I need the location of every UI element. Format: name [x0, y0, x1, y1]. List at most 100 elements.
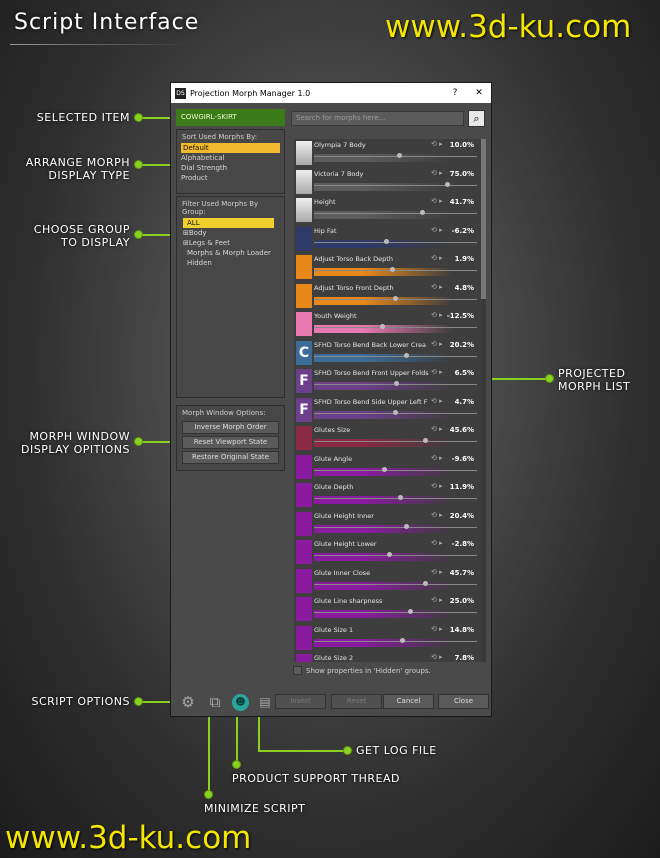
restore-original-button[interactable]: Restore Original State [182, 451, 279, 464]
morph-row[interactable]: Adjust Torso Back Depth ⟲ ▸ 1.9% [294, 253, 481, 282]
slider-knob[interactable] [384, 238, 390, 244]
close-window-button[interactable]: ✕ [475, 88, 483, 98]
support-thread-icon[interactable]: ☻ [232, 694, 249, 711]
morph-reset-icon[interactable]: ⟲ ▸ [431, 653, 443, 661]
tree-item-all[interactable]: ALL [183, 218, 274, 228]
reset-viewport-button[interactable]: Reset Viewport State [182, 436, 279, 449]
sort-option-alphabetical[interactable]: Alphabetical [181, 154, 225, 162]
morph-row[interactable]: Glute Height Lower ⟲ ▸ -2.8% [294, 538, 481, 567]
morph-row[interactable]: Glute Angle ⟲ ▸ -9.6% [294, 453, 481, 482]
morph-reset-icon[interactable]: ⟲ ▸ [431, 225, 443, 234]
help-button[interactable]: ? [452, 88, 458, 98]
morph-row[interactable]: Adjust Torso Front Depth ⟲ ▸ 4.8% [294, 282, 481, 311]
tree-item-legs-feet[interactable]: ⊞Legs & Feet [183, 239, 230, 247]
morph-row[interactable]: Glute Depth ⟲ ▸ 11.9% [294, 481, 481, 510]
morph-slider-track[interactable] [314, 325, 477, 333]
morph-slider-track[interactable] [314, 638, 477, 647]
morph-row[interactable]: Olympia 7 Body ⟲ ▸ 10.0% [294, 139, 481, 168]
morph-slider-track[interactable] [314, 296, 477, 305]
morph-row[interactable]: Glute Size 1 ⟲ ▸ 14.8% [294, 624, 481, 653]
morph-value[interactable]: 75.0% [449, 169, 474, 178]
morph-row[interactable]: F SFHD Torso Bend Side Upper Left F ⟲ ▸ 4.7… [294, 396, 481, 425]
morph-value[interactable]: 41.7% [449, 198, 474, 206]
morph-slider-track[interactable] [314, 239, 477, 248]
morph-reset-icon[interactable]: ⟲ ▸ [431, 453, 443, 462]
morph-slider-track[interactable] [314, 467, 477, 476]
cancel-button[interactable]: Cancel [383, 694, 434, 709]
morph-reset-icon[interactable]: ⟲ ▸ [431, 510, 443, 519]
morph-row[interactable]: F SFHD Torso Bend Front Upper Folds ⟲ ▸ 6.5… [294, 367, 481, 396]
slider-knob[interactable] [423, 580, 429, 586]
morph-value[interactable]: -6.2% [451, 226, 474, 235]
morph-slider-track[interactable] [314, 410, 477, 419]
minimize-icon[interactable]: ⧉ [209, 693, 221, 711]
morph-value[interactable]: 11.9% [449, 483, 474, 491]
morph-row[interactable]: Glute Inner Close ⟲ ▸ 45.7% [294, 567, 481, 596]
invert-button[interactable]: Invert [275, 694, 326, 709]
window-titlebar[interactable]: DS Projection Morph Manager 1.0 ? ✕ [171, 83, 491, 103]
morph-value[interactable]: 4.7% [454, 397, 474, 406]
morph-value[interactable]: 20.2% [449, 340, 474, 349]
morph-slider-track[interactable] [314, 268, 477, 276]
slider-knob[interactable] [445, 181, 451, 187]
morph-value[interactable]: -12.5% [446, 312, 474, 320]
morph-slider-track[interactable] [314, 211, 477, 219]
morph-reset-icon[interactable]: ⟲ ▸ [431, 254, 443, 262]
morph-value[interactable]: 6.5% [454, 369, 474, 377]
slider-knob[interactable] [390, 267, 396, 272]
search-input[interactable]: Search for morphs here... [291, 111, 464, 126]
slider-knob[interactable] [420, 210, 426, 215]
scrollbar[interactable] [481, 139, 486, 662]
slider-knob[interactable] [392, 409, 398, 415]
morph-reset-icon[interactable]: ⟲ ▸ [431, 282, 443, 291]
morph-row[interactable]: Height ⟲ ▸ 41.7% [294, 196, 481, 225]
slider-knob[interactable] [400, 637, 406, 643]
morph-reset-icon[interactable]: ⟲ ▸ [431, 482, 443, 490]
morph-reset-icon[interactable]: ⟲ ▸ [431, 339, 443, 348]
morph-reset-icon[interactable]: ⟲ ▸ [431, 368, 443, 376]
morph-slider-track[interactable] [314, 353, 477, 362]
morph-row[interactable]: Youth Weight ⟲ ▸ -12.5% [294, 310, 481, 339]
sort-option-default[interactable]: Default [181, 143, 280, 153]
morph-reset-icon[interactable]: ⟲ ▸ [431, 567, 443, 576]
morph-slider-track[interactable] [314, 382, 477, 390]
slider-knob[interactable] [393, 381, 399, 386]
morph-row[interactable]: Glutes Size ⟲ ▸ 45.6% [294, 424, 481, 453]
morph-value[interactable]: 45.6% [449, 426, 474, 434]
tree-item-hidden[interactable]: Hidden [187, 259, 212, 267]
expand-icon[interactable]: ⊞ [183, 229, 189, 237]
slider-knob[interactable] [396, 153, 402, 158]
morph-reset-icon[interactable]: ⟲ ▸ [431, 596, 443, 604]
sort-option-dial-strength[interactable]: Dial Strength [181, 164, 228, 172]
morph-reset-icon[interactable]: ⟲ ▸ [431, 624, 443, 633]
search-icon[interactable]: ⌕ [468, 110, 485, 127]
morph-slider-track[interactable] [314, 496, 477, 504]
slider-knob[interactable] [386, 552, 392, 557]
morph-slider-track[interactable] [314, 553, 477, 561]
slider-knob[interactable] [379, 324, 385, 329]
morph-value[interactable]: -2.8% [451, 540, 474, 548]
morph-slider-track[interactable] [314, 610, 477, 618]
morph-value[interactable]: 20.4% [449, 511, 474, 520]
log-file-icon[interactable]: ▤ [259, 695, 271, 709]
morph-row[interactable]: Glute Height Inner ⟲ ▸ 20.4% [294, 510, 481, 539]
morph-reset-icon[interactable]: ⟲ ▸ [431, 168, 443, 177]
tree-item-body[interactable]: ⊞Body [183, 229, 207, 237]
sort-option-product[interactable]: Product [181, 174, 208, 182]
morph-reset-icon[interactable]: ⟲ ▸ [431, 425, 443, 433]
morph-slider-track[interactable] [314, 182, 477, 191]
morph-reset-icon[interactable]: ⟲ ▸ [431, 311, 443, 319]
morph-reset-icon[interactable]: ⟲ ▸ [431, 396, 443, 405]
morph-row[interactable]: Hip Fat ⟲ ▸ -6.2% [294, 225, 481, 254]
inverse-morph-order-button[interactable]: Inverse Morph Order [182, 421, 279, 434]
slider-knob[interactable] [404, 352, 410, 358]
morph-row[interactable]: Victoria 7 Body ⟲ ▸ 75.0% [294, 168, 481, 197]
morph-value[interactable]: 14.8% [449, 625, 474, 634]
morph-value[interactable]: 7.8% [454, 654, 474, 662]
morph-slider-track[interactable] [314, 154, 477, 162]
morph-value[interactable]: 10.0% [449, 141, 474, 149]
morph-reset-icon[interactable]: ⟲ ▸ [431, 140, 443, 148]
reset-button[interactable]: Reset [331, 694, 382, 709]
show-hidden-checkbox[interactable] [293, 666, 302, 675]
selected-item-field[interactable]: COWGIRL-SKIRT [176, 109, 285, 126]
